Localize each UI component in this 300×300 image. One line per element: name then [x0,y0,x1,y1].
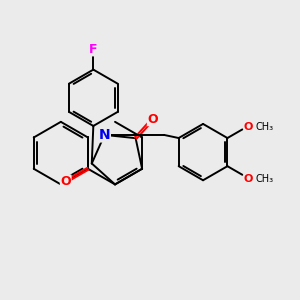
Text: F: F [89,43,98,56]
Text: O: O [148,112,158,126]
Text: CH₃: CH₃ [256,122,274,132]
Text: O: O [244,173,253,184]
Text: O: O [60,175,71,188]
Text: N: N [99,128,110,142]
Text: O: O [244,122,253,132]
Text: CH₃: CH₃ [256,173,274,184]
